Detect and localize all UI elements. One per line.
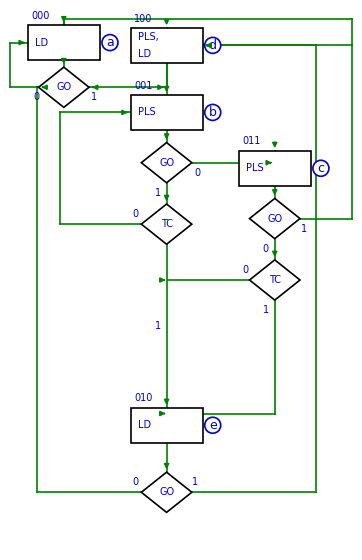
Text: 1: 1 — [263, 305, 269, 315]
Text: 000: 000 — [31, 11, 50, 21]
Text: TC: TC — [161, 219, 173, 229]
Bar — [28, 25, 100, 60]
Text: LD: LD — [35, 38, 48, 48]
Text: 0: 0 — [34, 92, 40, 102]
Text: c: c — [317, 162, 324, 175]
Polygon shape — [141, 143, 192, 183]
Text: 1: 1 — [155, 188, 161, 198]
Text: 1: 1 — [300, 223, 307, 234]
Polygon shape — [141, 204, 192, 244]
Text: 1: 1 — [192, 477, 198, 487]
Text: 0: 0 — [263, 244, 269, 254]
Text: GO: GO — [267, 213, 282, 223]
Polygon shape — [141, 472, 192, 512]
Polygon shape — [249, 198, 300, 239]
Text: 011: 011 — [242, 137, 261, 147]
Text: 1: 1 — [155, 321, 161, 331]
Text: GO: GO — [56, 82, 71, 92]
Text: 0: 0 — [133, 477, 139, 487]
Text: 0: 0 — [194, 168, 200, 178]
Text: a: a — [106, 36, 114, 49]
Text: 0: 0 — [243, 265, 249, 275]
Bar — [239, 151, 311, 185]
Polygon shape — [249, 260, 300, 300]
Bar — [131, 95, 203, 130]
Text: PLS,: PLS, — [138, 32, 159, 42]
Text: e: e — [209, 419, 216, 432]
Text: 1: 1 — [91, 92, 97, 102]
Text: b: b — [209, 106, 217, 119]
Text: TC: TC — [269, 275, 281, 285]
Text: GO: GO — [159, 487, 174, 497]
Text: PLS: PLS — [246, 164, 264, 173]
Text: 0: 0 — [133, 209, 139, 219]
Polygon shape — [39, 67, 89, 108]
Text: LD: LD — [138, 49, 151, 59]
Text: LD: LD — [138, 420, 151, 430]
Text: d: d — [209, 39, 217, 52]
Text: 001: 001 — [134, 81, 152, 91]
Text: 010: 010 — [134, 394, 152, 403]
Text: 100: 100 — [134, 13, 152, 24]
Text: GO: GO — [159, 158, 174, 167]
Bar — [131, 408, 203, 442]
Text: PLS: PLS — [138, 108, 155, 118]
Bar — [131, 28, 203, 63]
